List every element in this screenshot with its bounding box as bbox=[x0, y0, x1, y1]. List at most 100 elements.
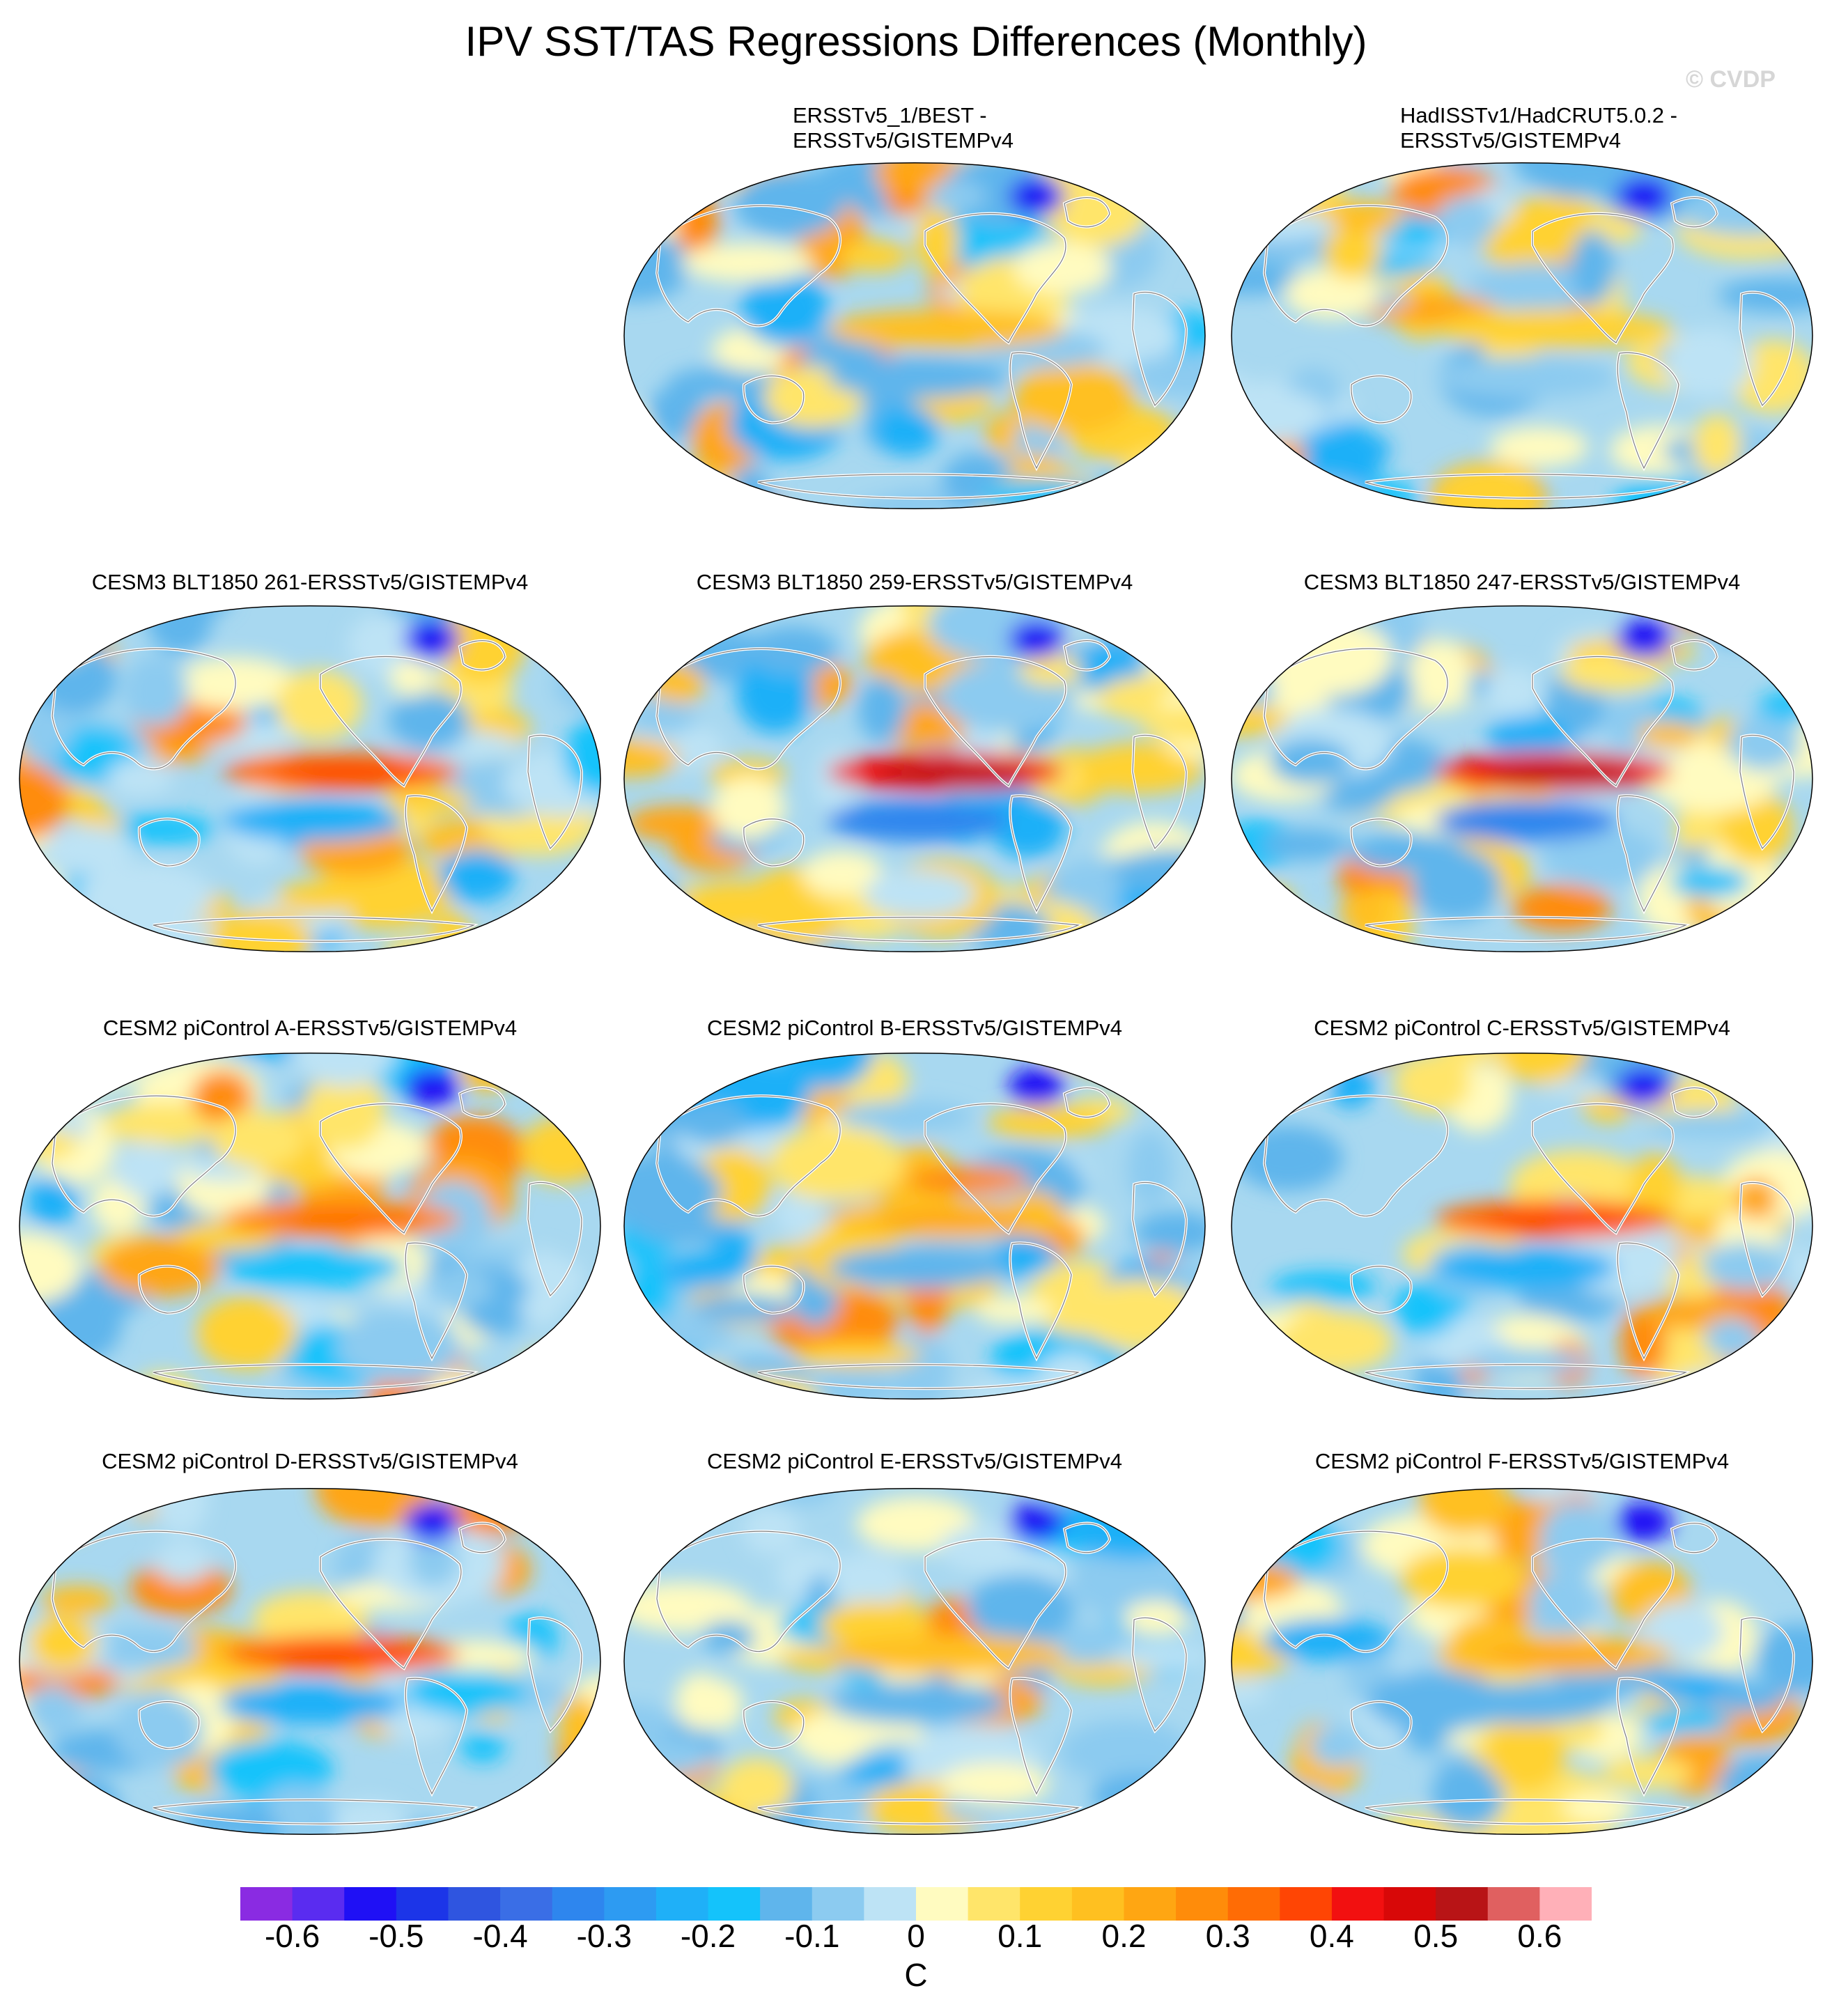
field-blob bbox=[624, 162, 711, 199]
coastline-inner bbox=[1351, 1701, 1412, 1749]
coastline-inner bbox=[1132, 1181, 1187, 1297]
field-blob bbox=[1232, 162, 1308, 222]
colorbar-box bbox=[1539, 1887, 1592, 1921]
colorbar-box bbox=[448, 1887, 501, 1921]
field-blob bbox=[459, 1733, 506, 1763]
field-blob bbox=[1076, 1278, 1200, 1350]
field-blob bbox=[1706, 1799, 1755, 1835]
robinson-map bbox=[1231, 605, 1813, 952]
field-blob bbox=[1760, 1328, 1812, 1392]
panel-title: CESM2 piControl F-ERSSTv5/GISTEMPv4 bbox=[1314, 1449, 1730, 1473]
field-blob bbox=[1078, 742, 1204, 794]
field-blob bbox=[44, 825, 134, 872]
field-blob bbox=[1059, 1720, 1191, 1783]
field-blob bbox=[646, 387, 706, 440]
field-blob bbox=[675, 1672, 728, 1730]
panel-title: CESM2 piControl B-ERSSTv5/GISTEMPv4 bbox=[706, 1016, 1123, 1040]
coastline-inner bbox=[1132, 734, 1187, 850]
field-blob bbox=[1275, 1311, 1394, 1373]
field-blob bbox=[1434, 463, 1542, 509]
colorbar-box bbox=[1071, 1887, 1124, 1921]
field-blob bbox=[1411, 848, 1501, 921]
field-blob bbox=[1069, 1542, 1189, 1619]
field-blob bbox=[1272, 619, 1392, 697]
coastline-inner bbox=[153, 1364, 476, 1389]
field-blob bbox=[26, 1177, 77, 1227]
field-blob bbox=[1133, 1211, 1205, 1253]
coastline-inner bbox=[1617, 1677, 1679, 1795]
field-blob bbox=[1465, 1348, 1588, 1376]
panel-title: CESM2 piControl C-ERSSTv5/GISTEMPv4 bbox=[1314, 1016, 1730, 1040]
field-blob bbox=[20, 762, 68, 840]
field-blob bbox=[1339, 890, 1391, 934]
field-blob bbox=[84, 1488, 199, 1503]
field-blob bbox=[208, 1739, 334, 1799]
field-blob bbox=[24, 639, 117, 715]
coastline-inner bbox=[52, 1095, 236, 1217]
field-blob bbox=[1013, 241, 1112, 295]
field-blob bbox=[520, 1117, 600, 1184]
coastline-inner bbox=[320, 1103, 462, 1234]
coastline-inner bbox=[153, 917, 476, 942]
panel-title: CESM3 BLT1850 247-ERSSTv5/GISTEMPv4 bbox=[1303, 570, 1741, 594]
coastline-inner bbox=[1739, 1181, 1794, 1297]
field-blob bbox=[1489, 426, 1589, 467]
coastline-inner bbox=[757, 474, 1080, 499]
field-blob bbox=[1232, 881, 1294, 924]
arctic-feature bbox=[404, 620, 460, 659]
field-blob bbox=[275, 669, 363, 741]
field-blob bbox=[1168, 1766, 1205, 1816]
field-blob bbox=[863, 869, 977, 918]
field-blob bbox=[793, 1342, 922, 1367]
arctic-feature bbox=[1616, 1067, 1672, 1106]
field-blob bbox=[1629, 1153, 1682, 1218]
coastline-inner bbox=[743, 1266, 805, 1314]
field-blob bbox=[1493, 1053, 1589, 1084]
colorbar-box bbox=[604, 1887, 657, 1921]
tropical-core bbox=[272, 1211, 425, 1230]
field-blob bbox=[538, 1356, 600, 1397]
coastline-inner bbox=[1617, 1242, 1679, 1360]
coastline-inner bbox=[1264, 1530, 1448, 1652]
field-blob bbox=[1759, 479, 1812, 509]
field-blob bbox=[782, 1053, 874, 1090]
field-blob bbox=[624, 1801, 673, 1835]
coastline-inner bbox=[1671, 1087, 1718, 1118]
coastline-inner bbox=[320, 1538, 462, 1669]
field-blob bbox=[1718, 1354, 1812, 1395]
coastline-inner bbox=[1671, 1523, 1718, 1553]
field-blob bbox=[1693, 413, 1741, 476]
field-blob bbox=[1539, 1502, 1616, 1575]
colorbar-box bbox=[1176, 1887, 1229, 1921]
coastline-inner bbox=[924, 1103, 1066, 1234]
field-blob bbox=[624, 1085, 660, 1147]
field-blob bbox=[46, 1379, 111, 1399]
panel-title: CESM2 piControl A-ERSSTv5/GISTEMPv4 bbox=[102, 1016, 518, 1040]
field-blob bbox=[1431, 1760, 1505, 1831]
field-blob bbox=[1701, 1242, 1790, 1290]
colorbar-box bbox=[292, 1887, 345, 1921]
colorbar-tick-label: -0.2 bbox=[680, 1918, 736, 1954]
colorbar-tick-label: 0.5 bbox=[1413, 1918, 1459, 1954]
field-blob bbox=[1089, 906, 1205, 931]
coastline-inner bbox=[1351, 819, 1412, 867]
cool-band bbox=[1435, 357, 1616, 398]
field-blob bbox=[554, 1796, 600, 1835]
field-blob bbox=[408, 1533, 459, 1587]
cvdp-credit: © CVDP bbox=[1686, 66, 1776, 93]
field-blob bbox=[1090, 1774, 1193, 1820]
field-blob bbox=[1119, 449, 1205, 499]
cool-band bbox=[828, 800, 1009, 842]
field-blob bbox=[20, 1488, 68, 1544]
field-blob bbox=[624, 1738, 713, 1776]
field-blob bbox=[1115, 1800, 1205, 1835]
map-border bbox=[623, 1488, 1206, 1835]
coastline-inner bbox=[405, 1677, 467, 1795]
coastline-inner bbox=[1264, 1095, 1448, 1217]
coastline-inner bbox=[757, 1364, 1080, 1389]
field-blob bbox=[47, 1489, 148, 1516]
coastline-inner bbox=[924, 656, 1066, 786]
colorbar-box bbox=[552, 1887, 605, 1921]
colorbar-tick-label: 0.2 bbox=[1101, 1918, 1147, 1954]
field-blob bbox=[650, 1053, 752, 1065]
